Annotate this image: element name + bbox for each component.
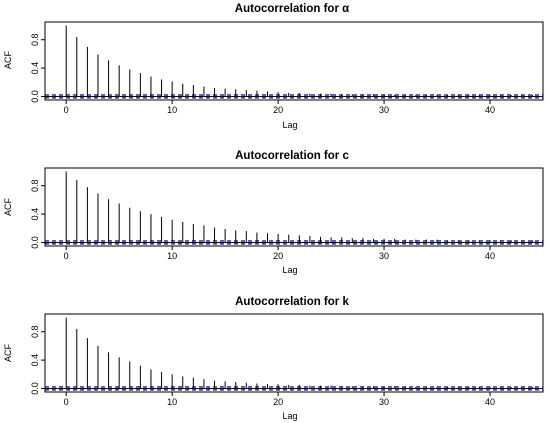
acf-panel-alpha: Autocorrelation for α ACF Lag 0 10 20 30 400… — [3, 3, 544, 130]
plot-frame — [44, 313, 544, 393]
plot-frame — [44, 167, 544, 247]
x-tick-label: 0 — [64, 105, 69, 115]
x-axis-label: Lag — [282, 120, 297, 130]
x-tick-label: 10 — [167, 105, 177, 115]
y-axis-label: ACF — [3, 197, 13, 216]
x-tick-label: 30 — [379, 105, 389, 115]
x-tick-label: 20 — [273, 105, 283, 115]
x-tick-label: 20 — [273, 251, 283, 261]
y-tick-label: 0.8 — [30, 325, 40, 338]
plot-area: 0 10 20 30 40 0.0 0.4 0.8 — [30, 313, 544, 407]
y-axis-label: ACF — [3, 343, 13, 362]
y-tick-label: 0.8 — [30, 33, 40, 46]
x-axis-label: Lag — [282, 265, 297, 275]
y-tick-label: 0.4 — [30, 62, 40, 75]
y-tick-label: 0.0 — [30, 382, 40, 395]
y-tick-label: 0.0 — [30, 236, 40, 249]
plot-area: 0 10 20 30 40 0.0 0.4 0.8 — [30, 167, 544, 261]
x-tick-label: 30 — [379, 251, 389, 261]
x-tick-label: 40 — [485, 105, 495, 115]
chart-title: Autocorrelation for k — [235, 296, 349, 308]
x-tick-label: 10 — [167, 397, 177, 407]
y-axis-label: ACF — [3, 50, 13, 69]
x-tick-label: 0 — [64, 397, 69, 407]
y-tick-label: 0.4 — [30, 208, 40, 221]
y-tick-label: 0.8 — [30, 179, 40, 192]
x-tick-label: 40 — [485, 397, 495, 407]
chart-title: Autocorrelation for c — [235, 150, 349, 162]
y-tick-label: 0.4 — [30, 354, 40, 367]
x-axis-label: Lag — [282, 411, 297, 421]
plot-frame — [44, 21, 544, 101]
y-tick-label: 0.0 — [30, 90, 40, 103]
chart-title: Autocorrelation for α — [235, 3, 349, 15]
acf-panel-k: Autocorrelation for k ACF Lag 0 10 20 30 400… — [3, 296, 544, 421]
x-tick-label: 30 — [379, 397, 389, 407]
acf-panel-c: Autocorrelation for c ACF Lag 0 10 20 30 400… — [3, 150, 544, 275]
x-tick-label: 10 — [167, 251, 177, 261]
plot-area: 0 10 20 30 40 0.0 0.4 0.8 — [30, 21, 544, 115]
x-tick-label: 20 — [273, 397, 283, 407]
x-tick-label: 40 — [485, 251, 495, 261]
x-tick-label: 0 — [64, 251, 69, 261]
